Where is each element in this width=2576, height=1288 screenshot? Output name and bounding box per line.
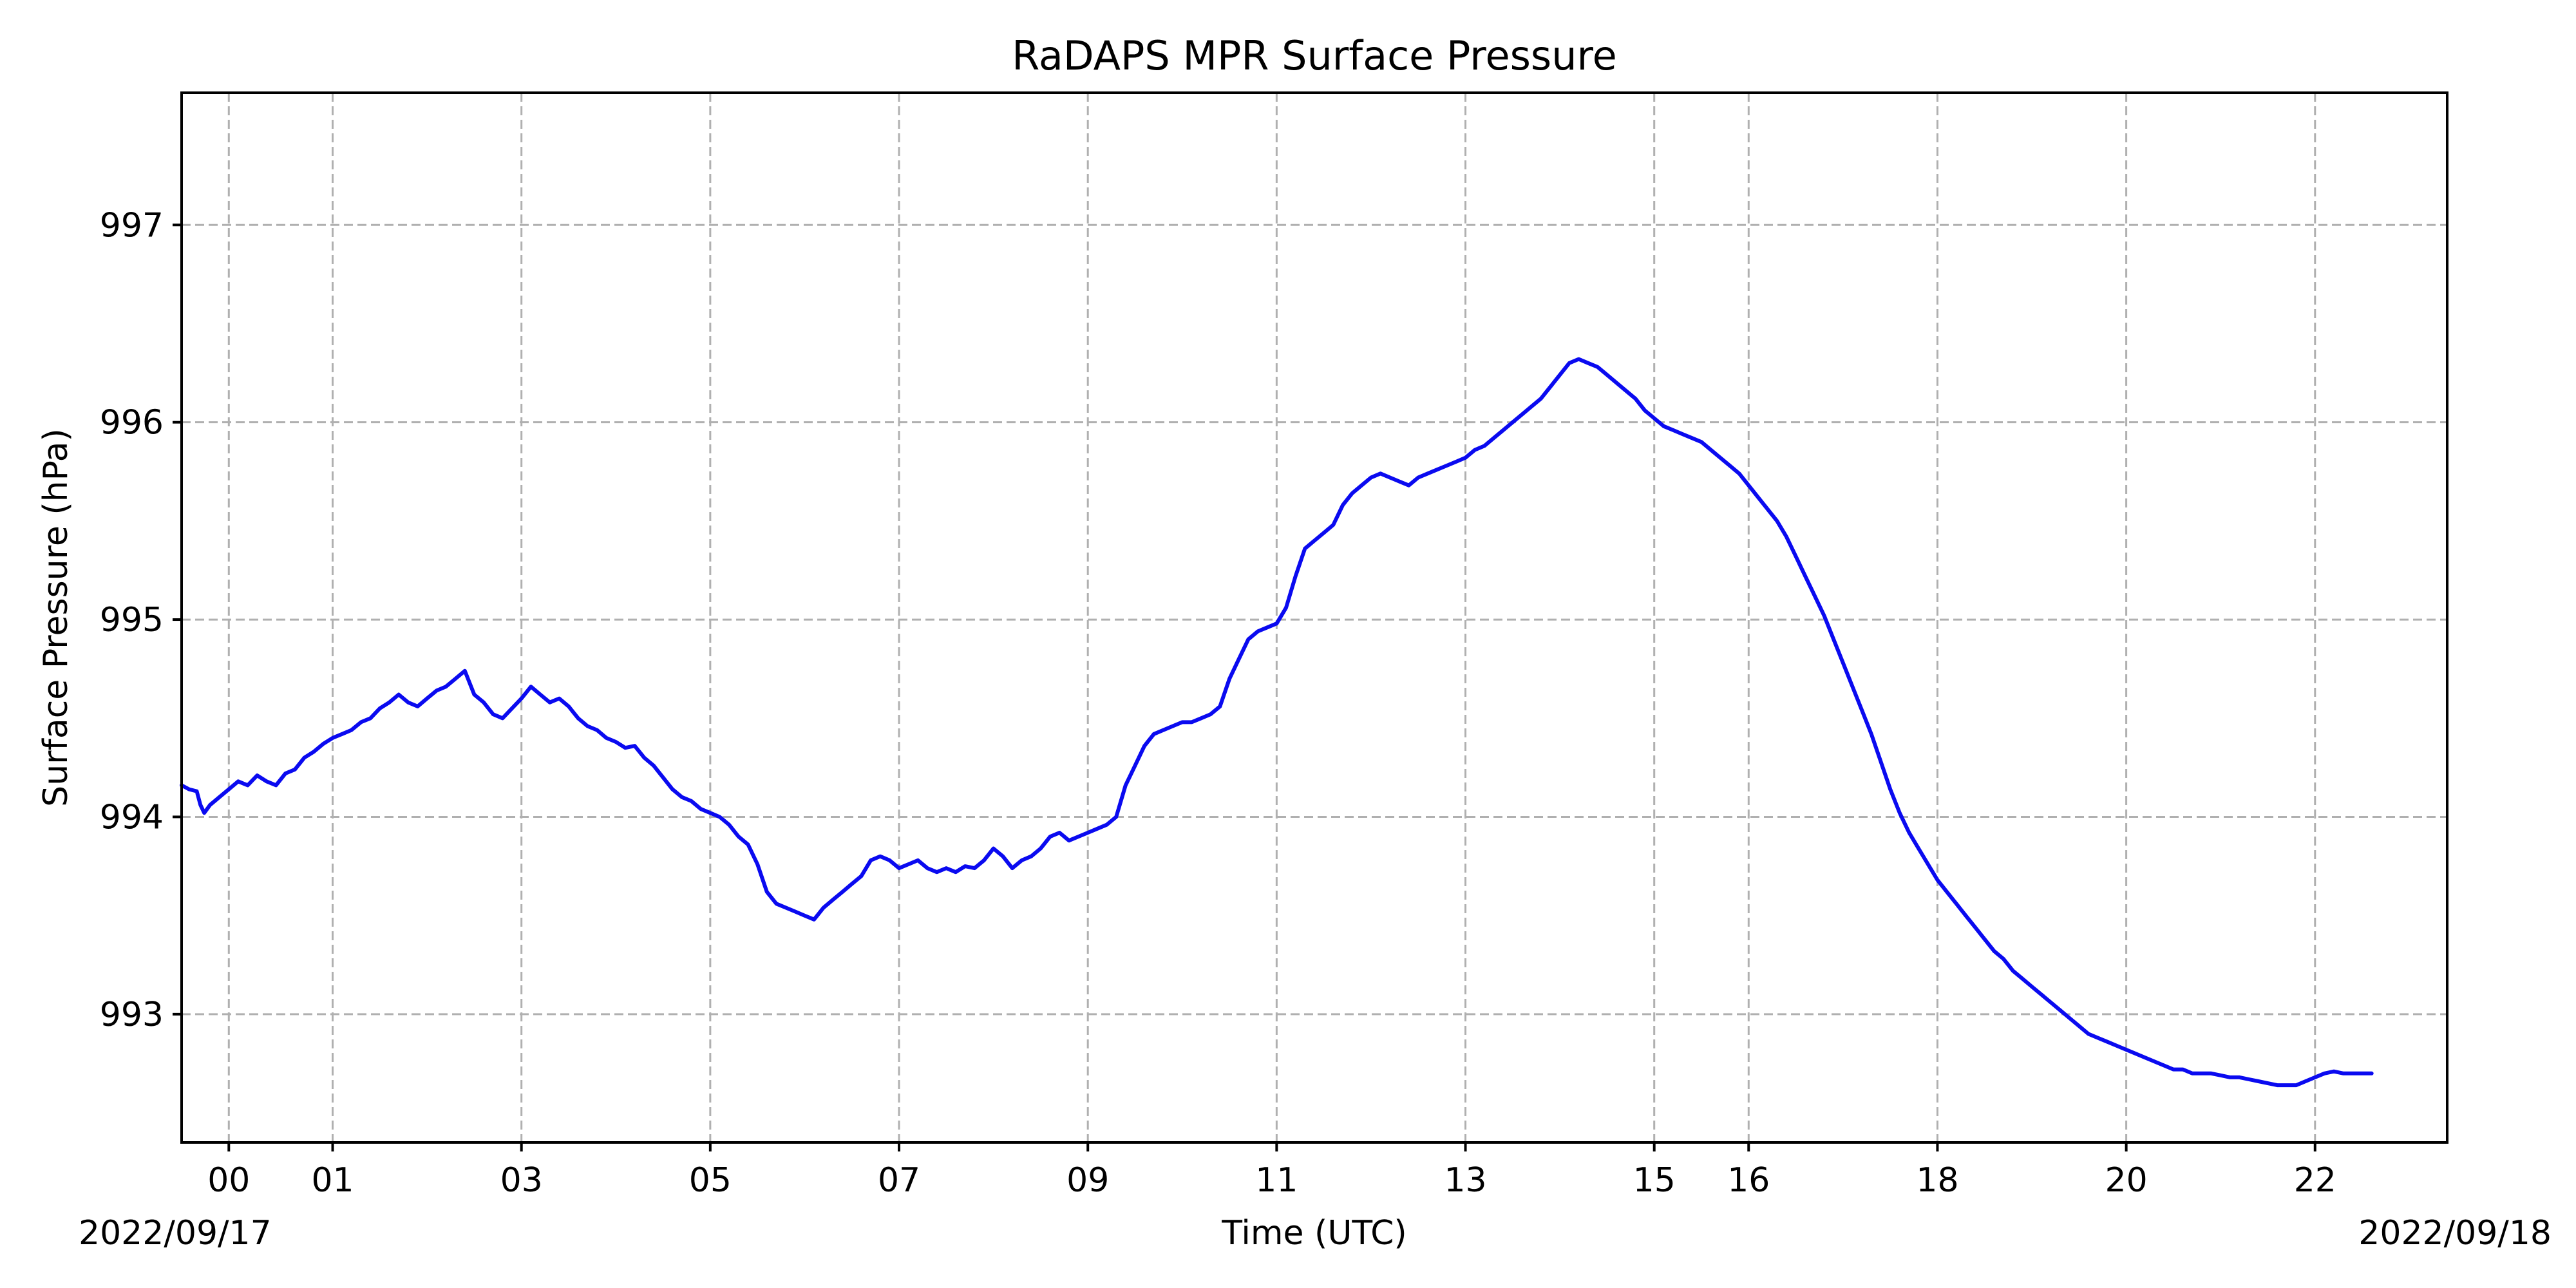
- x-tick-label: 22: [2294, 1161, 2336, 1200]
- x-tick-label: 07: [878, 1161, 920, 1200]
- x-tick-label: 05: [689, 1161, 732, 1200]
- x-tick-label: 18: [1916, 1161, 1958, 1200]
- y-axis-label: Surface Pressure (hPa): [37, 428, 75, 807]
- plot-frame: [180, 91, 2448, 1144]
- x-tick-label: 16: [1727, 1161, 1770, 1200]
- start-date-label: 2022/09/17: [79, 1214, 272, 1253]
- surface-pressure-series-line: [180, 357, 2374, 1088]
- end-date-label: 2022/09/18: [2358, 1214, 2552, 1253]
- y-tick-label: 994: [100, 798, 164, 837]
- x-tick-label: 03: [500, 1161, 543, 1200]
- y-tick-label: 995: [100, 601, 164, 639]
- grid-lines: [182, 93, 2447, 1142]
- x-tick-label: 15: [1633, 1161, 1676, 1200]
- x-tick-label: 11: [1255, 1161, 1298, 1200]
- x-tick-label: 09: [1066, 1161, 1109, 1200]
- x-tick-label: 20: [2105, 1161, 2148, 1200]
- x-tick-label: 01: [311, 1161, 354, 1200]
- axis-ticks: [173, 223, 2316, 1151]
- y-tick-label: 997: [100, 206, 164, 245]
- x-tick-label: 00: [207, 1161, 250, 1200]
- y-tick-label: 993: [100, 996, 164, 1034]
- y-tick-label: 996: [100, 404, 164, 442]
- chart-title: RaDAPS MPR Surface Pressure: [1012, 32, 1617, 79]
- x-tick-label: 13: [1444, 1161, 1486, 1200]
- x-axis-label: Time (UTC): [1221, 1214, 1406, 1253]
